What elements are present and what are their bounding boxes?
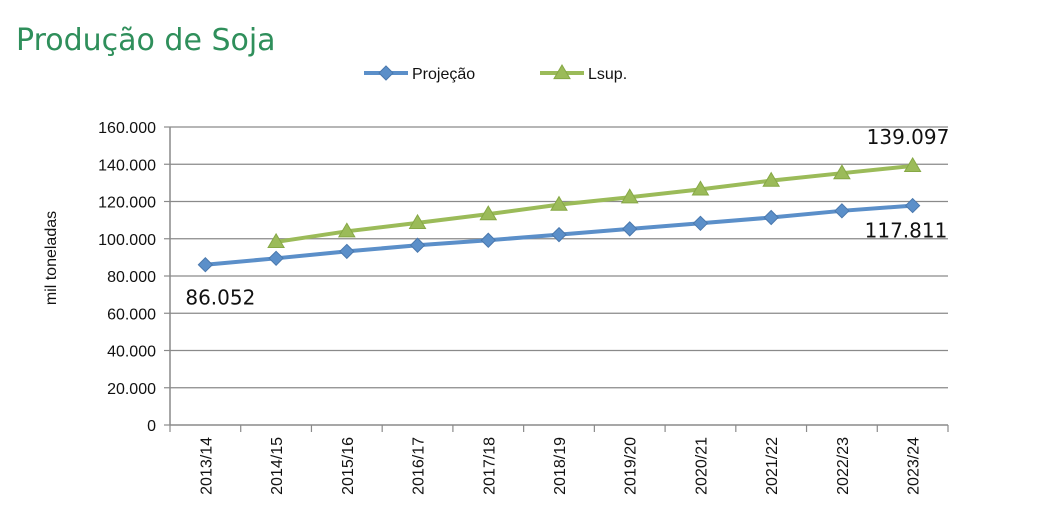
diamond-marker	[904, 197, 921, 214]
y-tick-label: 140.000	[98, 157, 156, 174]
diamond-marker	[834, 203, 850, 219]
diamond-marker	[339, 243, 355, 260]
diamond-marker	[480, 232, 496, 248]
diamond-marker	[763, 209, 779, 226]
diamond-marker	[378, 65, 394, 81]
legend-item: Projeção	[364, 65, 475, 83]
diamond-marker	[622, 221, 638, 237]
x-tick-label: 2020/21	[693, 437, 710, 495]
y-tick-label: 100.000	[98, 232, 156, 249]
x-tick-label: 2022/23	[835, 437, 852, 495]
x-tick-label: 2021/22	[764, 437, 781, 495]
data-labels-layer: 86.052 117.811 139.097	[185, 125, 949, 310]
series-layer	[197, 156, 922, 273]
y-tick-label: 0	[147, 418, 156, 435]
triangle-marker	[553, 64, 571, 80]
triangle-marker	[691, 180, 710, 196]
diamond-marker	[692, 215, 709, 231]
triangle-marker	[408, 213, 427, 230]
diamond-marker	[197, 257, 214, 273]
triangle-marker	[903, 156, 922, 173]
triangle-marker	[620, 188, 639, 204]
x-tick-label: 2017/18	[481, 437, 498, 495]
series-projecao	[197, 197, 921, 273]
triangle-marker	[479, 205, 498, 221]
diamond-marker	[409, 237, 426, 253]
chart-title: Produção de Soja	[16, 23, 276, 58]
triangle-marker	[833, 164, 851, 180]
x-tick-label: 2023/24	[906, 437, 923, 495]
x-tick-label: 2018/19	[552, 437, 569, 495]
y-tick-label: 40.000	[107, 344, 156, 361]
x-tick-label: 2015/16	[340, 437, 357, 495]
data-label: 139.097	[867, 125, 950, 149]
series-line	[275, 163, 913, 244]
diamond-marker	[268, 250, 284, 267]
legend-item: Lsup.	[540, 64, 627, 83]
y-tick-label: 20.000	[107, 381, 156, 398]
y-tick-label: 160.000	[98, 120, 156, 137]
diamond-marker	[551, 226, 567, 243]
triangle-marker	[550, 195, 568, 211]
legend-label: Projeção	[412, 66, 475, 83]
legend-label: Lsup.	[588, 66, 627, 83]
triangle-marker	[762, 171, 781, 187]
x-tick-label: 2016/17	[411, 437, 428, 495]
x-axis-ticks: 2013/14 2014/15 2015/16 2016/17 2017/18 2018/…	[169, 425, 949, 495]
y-axis-label: mil toneladas	[43, 211, 60, 305]
y-tick-label: 80.000	[107, 269, 156, 286]
y-tick-label: 120.000	[98, 195, 156, 212]
data-label: 117.811	[865, 219, 948, 243]
triangle-marker	[267, 232, 285, 249]
legend: Projeção Lsup.	[364, 64, 627, 83]
x-tick-label: 2014/15	[269, 437, 286, 495]
data-label: 86.052	[185, 286, 255, 310]
y-axis-ticks: 0 20.000 40.000 60.000 80.000 100.000 120.000 1…	[98, 120, 170, 435]
series-lsup	[267, 156, 922, 249]
triangle-marker	[337, 222, 356, 238]
y-tick-label: 60.000	[107, 306, 156, 323]
x-tick-label: 2013/14	[198, 437, 215, 495]
x-tick-label: 2019/20	[623, 437, 640, 495]
